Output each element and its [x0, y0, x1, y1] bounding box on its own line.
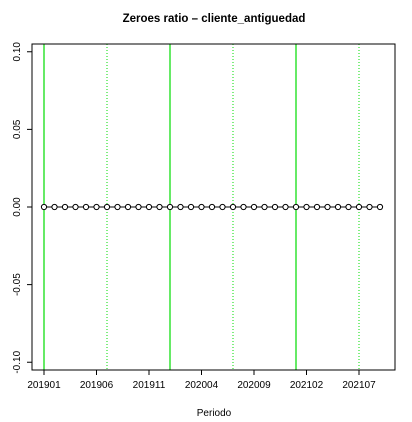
data-point: [156, 203, 163, 211]
x-tick-label: 201901: [27, 380, 61, 391]
x-tick-label: 202004: [185, 380, 219, 391]
data-point: [103, 203, 111, 211]
series-group: [40, 203, 384, 211]
data-point: [114, 203, 121, 211]
data-point: [124, 203, 132, 211]
data-point: [229, 203, 237, 211]
data-point: [187, 203, 195, 211]
y-tick-label: 0.10: [12, 42, 23, 62]
data-point: [355, 203, 363, 211]
data-point: [240, 203, 247, 211]
data-point: [177, 203, 184, 211]
data-point: [261, 203, 268, 211]
chart-title: Zeroes ratio – cliente_antiguedad: [123, 13, 306, 25]
data-point: [198, 203, 205, 211]
x-tick-label: 201906: [80, 380, 114, 391]
y-tick-label: -0.05: [12, 273, 23, 296]
x-tick-label: 202102: [290, 380, 324, 391]
data-point: [313, 203, 321, 211]
y-tick-label: -0.10: [12, 350, 23, 373]
data-point: [51, 203, 58, 211]
data-point: [334, 203, 342, 211]
x-tick-label: 202009: [237, 380, 271, 391]
data-point: [145, 203, 153, 211]
data-point: [166, 203, 174, 211]
data-point: [135, 203, 142, 211]
data-point: [303, 203, 310, 211]
data-point: [72, 203, 79, 211]
data-point: [250, 203, 258, 211]
data-point: [93, 203, 100, 211]
data-point: [292, 203, 300, 211]
data-point: [282, 203, 289, 211]
data-point: [82, 203, 90, 211]
data-point: [366, 203, 373, 211]
data-point: [345, 203, 352, 211]
x-tick-label: 201911: [133, 380, 166, 391]
x-tick-label: 202107: [342, 380, 376, 391]
x-axis: 201901 201906 201911 202004 202009 202102 2021…: [27, 370, 376, 391]
data-point: [271, 203, 279, 211]
data-point: [40, 203, 48, 211]
y-tick-label: 0.05: [12, 119, 23, 139]
x-axis-label: Periodo: [197, 408, 232, 419]
data-point: [219, 203, 226, 211]
y-tick-label: 0.00: [12, 197, 23, 217]
y-axis: -0.10 -0.05 0.00 0.05 0.10: [12, 42, 32, 374]
data-point: [324, 203, 331, 211]
data-point: [208, 203, 216, 211]
data-point: [61, 203, 69, 211]
data-point: [376, 203, 384, 211]
